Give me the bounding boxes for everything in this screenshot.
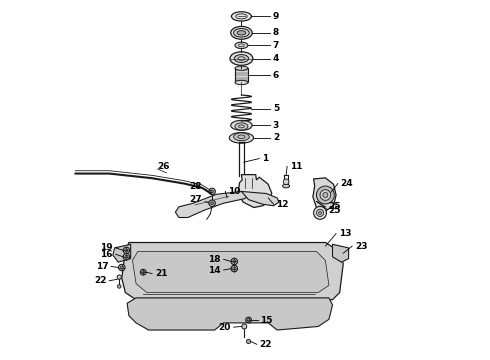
Text: 22: 22 <box>260 340 272 349</box>
Text: 22: 22 <box>94 276 106 285</box>
Ellipse shape <box>231 12 251 21</box>
Circle shape <box>123 247 130 253</box>
Polygon shape <box>122 243 343 319</box>
Text: 16: 16 <box>100 250 113 259</box>
Text: 27: 27 <box>189 195 201 204</box>
Ellipse shape <box>234 133 249 141</box>
Text: 14: 14 <box>208 266 220 275</box>
Circle shape <box>323 193 328 198</box>
Text: 28: 28 <box>189 182 201 191</box>
Circle shape <box>209 200 215 206</box>
Ellipse shape <box>229 132 253 143</box>
Text: 12: 12 <box>276 200 289 209</box>
Polygon shape <box>313 178 336 211</box>
Circle shape <box>242 324 247 329</box>
Text: 13: 13 <box>339 229 351 238</box>
Ellipse shape <box>230 52 253 65</box>
Text: 9: 9 <box>273 12 279 21</box>
Circle shape <box>231 265 238 272</box>
Ellipse shape <box>234 55 248 63</box>
Circle shape <box>140 269 146 275</box>
Circle shape <box>246 339 251 343</box>
Polygon shape <box>127 298 333 330</box>
Circle shape <box>247 319 250 321</box>
Circle shape <box>142 271 145 274</box>
Circle shape <box>118 285 121 288</box>
Circle shape <box>233 267 236 270</box>
Polygon shape <box>175 192 248 217</box>
Circle shape <box>117 275 122 279</box>
Text: 7: 7 <box>273 41 279 50</box>
Text: 24: 24 <box>341 179 353 188</box>
Text: 8: 8 <box>273 28 279 37</box>
Circle shape <box>123 253 130 260</box>
Polygon shape <box>132 251 329 293</box>
Ellipse shape <box>237 31 245 35</box>
Text: 23: 23 <box>355 242 368 251</box>
Polygon shape <box>333 244 348 262</box>
Ellipse shape <box>231 120 252 130</box>
Circle shape <box>245 317 251 323</box>
Circle shape <box>125 249 128 252</box>
Text: 25: 25 <box>328 206 341 215</box>
Circle shape <box>320 190 331 201</box>
Text: 3: 3 <box>273 121 279 130</box>
Text: 19: 19 <box>100 243 113 252</box>
Ellipse shape <box>283 184 290 188</box>
Text: 20: 20 <box>219 323 231 332</box>
Ellipse shape <box>235 66 248 70</box>
Circle shape <box>125 255 128 258</box>
Polygon shape <box>235 68 248 82</box>
Circle shape <box>231 258 238 265</box>
Polygon shape <box>242 192 279 206</box>
Text: 5: 5 <box>273 104 279 113</box>
Text: 25: 25 <box>328 202 341 211</box>
Polygon shape <box>238 175 272 207</box>
Text: 18: 18 <box>208 255 220 264</box>
Text: 15: 15 <box>260 315 273 324</box>
Ellipse shape <box>234 28 249 37</box>
Ellipse shape <box>235 42 248 49</box>
Text: 17: 17 <box>96 262 108 271</box>
Text: 4: 4 <box>273 54 279 63</box>
Circle shape <box>233 260 236 263</box>
Circle shape <box>119 264 125 271</box>
Ellipse shape <box>235 123 248 130</box>
Text: 2: 2 <box>273 133 279 142</box>
Polygon shape <box>113 244 131 262</box>
Text: 10: 10 <box>228 187 241 196</box>
Circle shape <box>120 266 123 269</box>
Text: 21: 21 <box>155 269 168 278</box>
Circle shape <box>318 211 321 214</box>
Circle shape <box>314 206 326 219</box>
Text: 6: 6 <box>273 71 279 80</box>
Circle shape <box>211 190 214 193</box>
Ellipse shape <box>231 26 252 39</box>
Circle shape <box>209 188 215 195</box>
Text: 1: 1 <box>262 154 269 163</box>
Text: 26: 26 <box>157 162 170 171</box>
Circle shape <box>283 179 289 185</box>
Circle shape <box>317 186 334 204</box>
Circle shape <box>317 209 323 216</box>
Text: 11: 11 <box>290 162 302 171</box>
Ellipse shape <box>235 80 248 85</box>
Circle shape <box>211 202 214 204</box>
